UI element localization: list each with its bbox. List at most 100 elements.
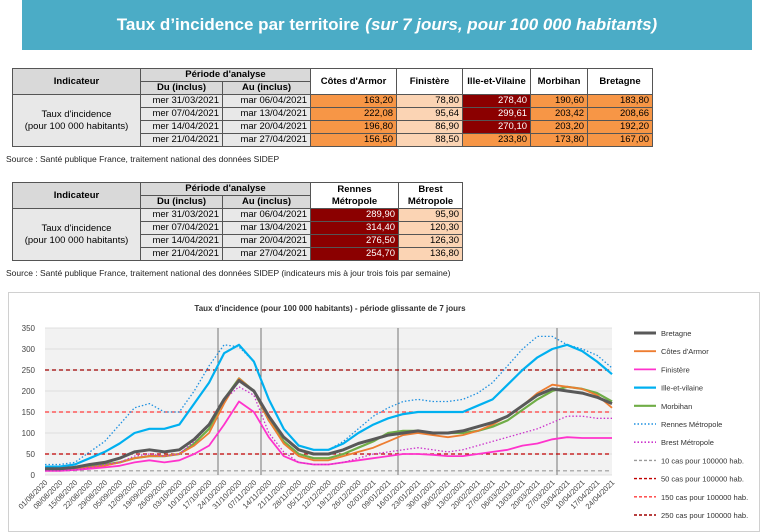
indicator-cell: Taux d'incidence (pour 100 000 habitants)	[12, 94, 141, 147]
y-tick-label: 200	[22, 387, 36, 396]
date-cell: mar 06/04/2021	[221, 94, 312, 108]
value-cell: 126,30	[398, 234, 464, 248]
legend-label: Bretagne	[661, 329, 691, 338]
legend-label: Finistère	[661, 365, 690, 374]
date-cell: mer 07/04/2021	[140, 107, 223, 121]
date-cell: mer 21/04/2021	[140, 133, 223, 147]
date-cell: mer 07/04/2021	[140, 221, 223, 235]
header-row: Indicateur Période d'analyse Rennes Métropo…	[12, 182, 464, 209]
value-cell: 276,50	[310, 234, 400, 248]
header-text: Finistère	[409, 75, 450, 87]
data-row: Taux d'incidence (pour 100 000 habitants)…	[12, 208, 464, 261]
data-row: mer 21/04/2021 mar 27/04/2021 254,70 136,80	[13, 247, 464, 261]
data-row: mer 14/04/2021 mar 20/04/2021 196,80 86,90 2…	[13, 120, 654, 134]
value-cell: 183,80	[587, 94, 654, 108]
date-cell: mer 31/03/2021	[140, 94, 223, 108]
value-cell: 192,20	[587, 120, 654, 134]
value-cell: 289,90	[310, 208, 400, 222]
date-cell: mar 27/04/2021	[221, 133, 312, 147]
value-cell: 136,80	[398, 247, 464, 261]
legend-label: 250 cas pour 100000 hab.	[661, 511, 748, 520]
date-cell: mar 13/04/2021	[221, 107, 312, 121]
value-cell: 299,61	[462, 107, 532, 121]
header-cell: Bretagne	[587, 68, 654, 95]
value-cell: 233,80	[462, 133, 532, 147]
header-text: Morbihan	[537, 75, 581, 87]
value-cell: 222,08	[310, 107, 398, 121]
page-subtitle: (sur 7 jours, pour 100 000 habitants)	[365, 15, 658, 34]
indicator-cell: Taux d'incidence (pour 100 000 habitants)	[12, 208, 141, 261]
data-row: mer 14/04/2021 mar 20/04/2021 276,50 126,30	[13, 234, 464, 248]
header-cell: Au (inclus)	[221, 195, 312, 209]
series-line	[45, 335, 613, 466]
data-row: mer 21/04/2021 mar 27/04/2021 156,50 88,50 2…	[13, 133, 654, 147]
series-line	[45, 379, 613, 471]
header-cell: Côtes d'Armor	[310, 68, 398, 95]
y-tick-label: 300	[22, 345, 36, 354]
header-row: Du (inclus) Au (inclus)	[13, 81, 653, 95]
legend-label: Brest Métropole	[661, 438, 714, 447]
value-cell: 208,66	[587, 107, 654, 121]
header-cell: Finistère	[396, 68, 464, 95]
data-row: Taux d'incidence (pour 100 000 habitants)…	[12, 94, 654, 147]
y-tick-label: 150	[22, 408, 36, 417]
page-title: Taux d’incidence par territoire	[116, 15, 360, 34]
series-line	[45, 386, 612, 472]
date-cell: mar 20/04/2021	[221, 120, 312, 134]
legend-label: Côtes d'Armor	[661, 347, 709, 356]
value-cell: 190,60	[530, 94, 589, 108]
value-cell: 78,80	[396, 94, 464, 108]
legend-label: 10 cas pour 100000 hab.	[661, 456, 744, 465]
header-cell: Ille-et-Vilaine	[462, 68, 532, 95]
header-cell: Période d'analyse	[139, 68, 312, 82]
header-text: Bretagne	[599, 75, 641, 87]
indicator-text: (pour 100 000 habitants)	[24, 234, 129, 246]
date-cell: mer 21/04/2021	[140, 247, 223, 261]
value-cell: 120,30	[398, 221, 464, 235]
header-text: Brest	[418, 183, 443, 195]
header-row: Indicateur Période d'analyse Côtes d'Armor…	[12, 68, 654, 95]
title-banner: Taux d’incidence par territoire (sur 7 j…	[22, 0, 752, 50]
value-cell: 86,90	[396, 120, 464, 134]
header-cell: Indicateur	[12, 182, 141, 209]
value-cell: 196,80	[310, 120, 398, 134]
date-cell: mar 06/04/2021	[221, 208, 312, 222]
chart-title: Taux d'incidence (pour 100 000 habitants…	[194, 304, 466, 313]
header-text: Métropole	[331, 195, 378, 207]
source-note: Source : Santé publique France, traiteme…	[6, 154, 280, 164]
value-cell: 156,50	[310, 133, 398, 147]
date-cell: mer 14/04/2021	[140, 120, 223, 134]
header-cell: Rennes Métropole	[310, 182, 400, 209]
value-cell: 270,10	[462, 120, 532, 134]
header-text: Ille-et-Vilaine	[467, 75, 526, 87]
value-cell: 167,00	[587, 133, 654, 147]
value-cell: 278,40	[462, 94, 532, 108]
header-cell: Du (inclus)	[140, 81, 223, 95]
chart: Taux d'incidence (pour 100 000 habitants…	[8, 292, 760, 532]
header-cell: Morbihan	[530, 68, 589, 95]
value-cell: 203,20	[530, 120, 589, 134]
legend-label: Ille-et-vilaine	[661, 384, 703, 393]
value-cell: 314,40	[310, 221, 400, 235]
y-tick-label: 0	[31, 471, 36, 480]
header-text: Côtes d'Armor	[320, 75, 387, 87]
value-cell: 173,80	[530, 133, 589, 147]
y-tick-label: 100	[22, 429, 36, 438]
y-tick-label: 250	[22, 366, 36, 375]
value-cell: 163,20	[310, 94, 398, 108]
indicator-text: (pour 100 000 habitants)	[24, 120, 129, 132]
date-cell: mer 31/03/2021	[140, 208, 223, 222]
header-text: Rennes	[337, 183, 372, 195]
series-line	[45, 343, 613, 468]
header-cell: Indicateur	[12, 68, 141, 95]
date-cell: mar 13/04/2021	[221, 221, 312, 235]
header-cell: Brest Métropole	[398, 182, 464, 209]
value-cell: 95,90	[398, 208, 464, 222]
legend-label: 50 cas pour 100000 hab.	[661, 475, 744, 484]
header-cell: Au (inclus)	[221, 81, 312, 95]
header-cell: Période d'analyse	[139, 182, 312, 196]
date-cell: mar 27/04/2021	[221, 247, 312, 261]
header-text: Métropole	[407, 195, 454, 207]
value-cell: 203,42	[530, 107, 589, 121]
